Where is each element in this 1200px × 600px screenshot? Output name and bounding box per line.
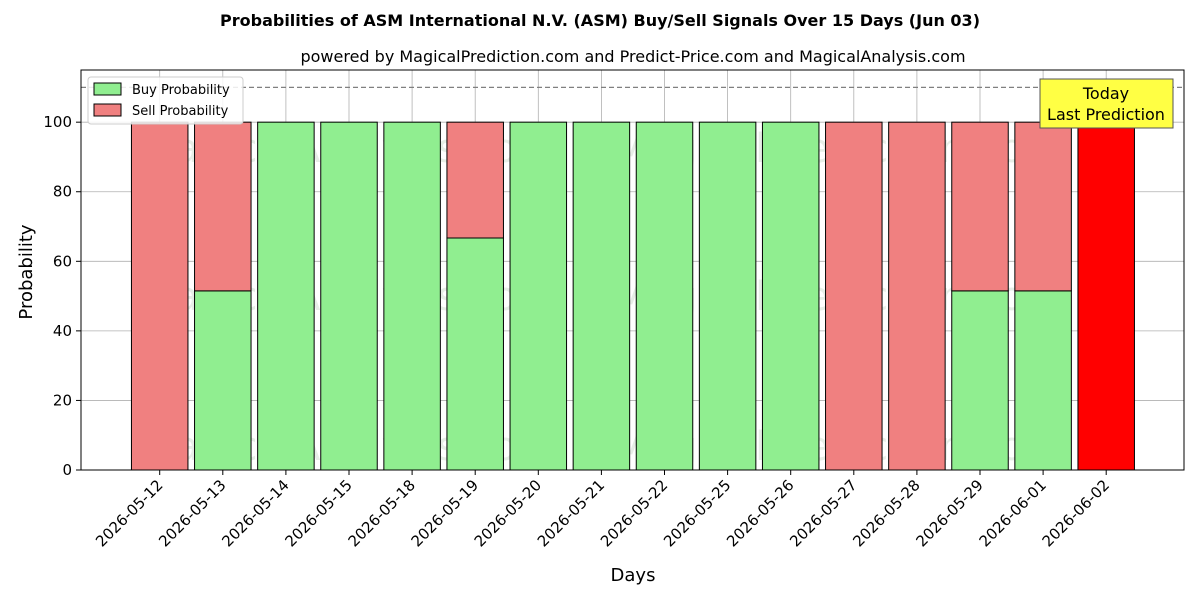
plot-area: MagicalAnalysis.comMagicalPrediction.com… <box>43 69 1185 550</box>
y-tick-label: 100 <box>43 113 72 131</box>
x-tick-label: 2026-05-25 <box>660 476 734 550</box>
y-tick-label: 20 <box>53 391 72 409</box>
x-tick-label: 2026-05-21 <box>534 476 608 550</box>
buy-bar <box>446 237 504 471</box>
sell-bar <box>888 121 946 471</box>
buy-bar <box>257 121 315 471</box>
x-tick-label: 2026-06-02 <box>1039 476 1113 550</box>
buy-bar <box>761 121 820 471</box>
x-tick-label: 2026-05-19 <box>408 476 482 550</box>
x-tick-label: 2026-05-20 <box>471 476 545 550</box>
annotation-text: Last Prediction <box>1047 105 1165 124</box>
x-tick-label: 2026-05-13 <box>155 476 229 550</box>
x-tick-label: 2026-05-26 <box>723 476 797 550</box>
x-tick-label: 2026-06-01 <box>976 476 1050 550</box>
sell-bar <box>194 121 252 292</box>
x-tick-label: 2026-05-12 <box>92 476 166 550</box>
buy-bar <box>320 121 378 471</box>
buy-bar <box>572 121 631 471</box>
sell-bar <box>130 121 189 471</box>
sell-bar <box>825 121 883 471</box>
x-tick-label: 2026-05-22 <box>597 476 671 550</box>
sell-bar <box>446 121 504 239</box>
x-tick-label: 2026-05-14 <box>218 476 292 550</box>
buy-bar <box>951 290 1009 471</box>
buy-bar <box>194 290 252 471</box>
chart-subtitle: powered by MagicalPrediction.com and Pre… <box>300 47 965 66</box>
annotation-box <box>1039 78 1174 129</box>
buy-bar <box>1014 290 1072 471</box>
buy-bar <box>509 121 568 471</box>
legend-box <box>87 76 244 125</box>
buy-bar <box>635 121 694 471</box>
sell-bar <box>1014 121 1072 292</box>
x-tick-label: 2026-05-27 <box>786 476 860 550</box>
y-tick-label: 80 <box>53 183 72 201</box>
legend-swatch <box>93 82 122 96</box>
x-tick-label: 2026-05-28 <box>849 476 923 550</box>
plot-frame <box>80 69 1185 471</box>
y-tick-label: 40 <box>53 322 72 340</box>
y-tick-label: 0 <box>62 461 72 479</box>
annotation-text: Today <box>1082 84 1129 103</box>
sell-bar <box>951 121 1009 292</box>
legend-label: Buy Probability <box>132 83 230 98</box>
highlight-bar <box>1077 121 1135 471</box>
legend-swatch <box>93 103 122 117</box>
legend-label: Sell Probability <box>132 104 229 119</box>
x-tick-label: 2026-05-15 <box>281 476 355 550</box>
chart-title: Probabilities of ASM International N.V. … <box>220 11 980 30</box>
x-axis-label: Days <box>611 565 656 586</box>
y-tick-label: 60 <box>53 252 72 270</box>
y-axis-label: Probability <box>16 224 37 319</box>
buy-bar <box>383 121 441 471</box>
buy-bar <box>698 121 757 471</box>
x-tick-label: 2026-05-29 <box>912 476 986 550</box>
x-tick-label: 2026-05-18 <box>345 476 419 550</box>
